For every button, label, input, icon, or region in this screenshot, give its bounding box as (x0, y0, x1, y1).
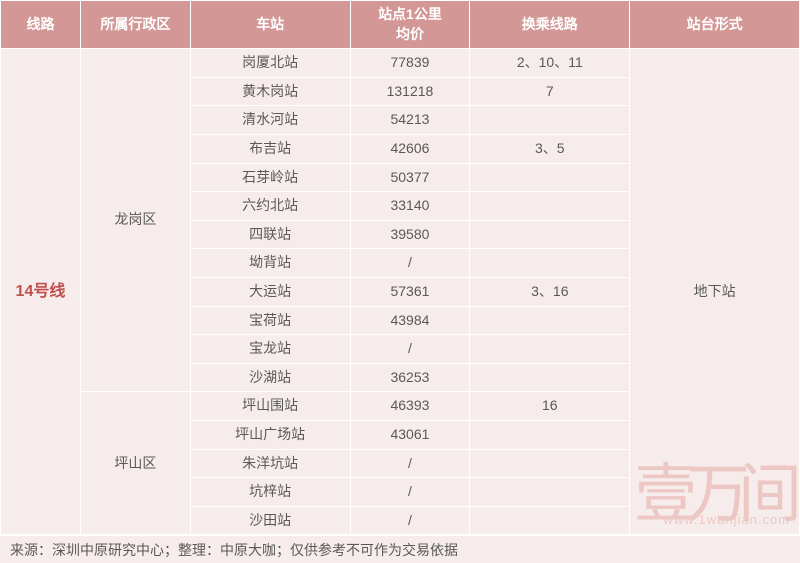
metro-price-table: 线路所属行政区车站站点1公里均价换乘线路站台形式14号线龙岗区岗厦北站77839… (0, 0, 800, 535)
transfer-cell (470, 220, 630, 249)
price-cell: 43984 (350, 306, 470, 335)
price-cell: 33140 (350, 192, 470, 221)
price-cell: 43061 (350, 420, 470, 449)
transfer-cell (470, 449, 630, 478)
price-cell: 50377 (350, 163, 470, 192)
transfer-cell (470, 192, 630, 221)
transfer-cell (470, 335, 630, 364)
station-cell: 宝龙站 (190, 335, 350, 364)
price-cell: 36253 (350, 363, 470, 392)
station-cell: 六约北站 (190, 192, 350, 221)
price-cell: 42606 (350, 134, 470, 163)
station-cell: 宝荷站 (190, 306, 350, 335)
transfer-cell (470, 506, 630, 535)
transfer-cell: 3、16 (470, 277, 630, 306)
station-cell: 四联站 (190, 220, 350, 249)
district-cell: 龙岗区 (80, 49, 190, 392)
transfer-cell (470, 420, 630, 449)
transfer-cell (470, 363, 630, 392)
transfer-cell (470, 478, 630, 507)
station-cell: 坪山广场站 (190, 420, 350, 449)
transfer-cell (470, 306, 630, 335)
header-transfer: 换乘线路 (470, 1, 630, 49)
station-cell: 布吉站 (190, 134, 350, 163)
station-cell: 朱洋坑站 (190, 449, 350, 478)
header-station: 车站 (190, 1, 350, 49)
header-platform: 站台形式 (630, 1, 800, 49)
price-cell: / (350, 478, 470, 507)
transfer-cell: 2、10、11 (470, 49, 630, 78)
table-footer-source: 来源：深圳中原研究中心；整理：中原大咖；仅供参考不可作为交易依据 (0, 535, 800, 563)
price-cell: 39580 (350, 220, 470, 249)
header-district: 所属行政区 (80, 1, 190, 49)
transfer-cell: 16 (470, 392, 630, 421)
station-cell: 大运站 (190, 277, 350, 306)
price-cell: 54213 (350, 106, 470, 135)
transfer-cell: 7 (470, 77, 630, 106)
price-cell: 46393 (350, 392, 470, 421)
price-cell: / (350, 335, 470, 364)
station-cell: 沙湖站 (190, 363, 350, 392)
line-cell: 14号线 (1, 49, 81, 535)
price-cell: 131218 (350, 77, 470, 106)
station-cell: 石芽岭站 (190, 163, 350, 192)
district-cell: 坪山区 (80, 392, 190, 535)
price-cell: / (350, 249, 470, 278)
table-row: 14号线龙岗区岗厦北站778392、10、11地下站 (1, 49, 800, 78)
platform-cell: 地下站 (630, 49, 800, 535)
transfer-cell (470, 106, 630, 135)
station-cell: 坳背站 (190, 249, 350, 278)
transfer-cell (470, 249, 630, 278)
station-cell: 沙田站 (190, 506, 350, 535)
station-cell: 岗厦北站 (190, 49, 350, 78)
station-cell: 清水河站 (190, 106, 350, 135)
price-cell: 77839 (350, 49, 470, 78)
price-cell: 57361 (350, 277, 470, 306)
header-line: 线路 (1, 1, 81, 49)
transfer-cell (470, 163, 630, 192)
price-cell: / (350, 449, 470, 478)
transfer-cell: 3、5 (470, 134, 630, 163)
header-price: 站点1公里均价 (350, 1, 470, 49)
station-cell: 坑梓站 (190, 478, 350, 507)
station-cell: 坪山围站 (190, 392, 350, 421)
station-cell: 黄木岗站 (190, 77, 350, 106)
price-cell: / (350, 506, 470, 535)
